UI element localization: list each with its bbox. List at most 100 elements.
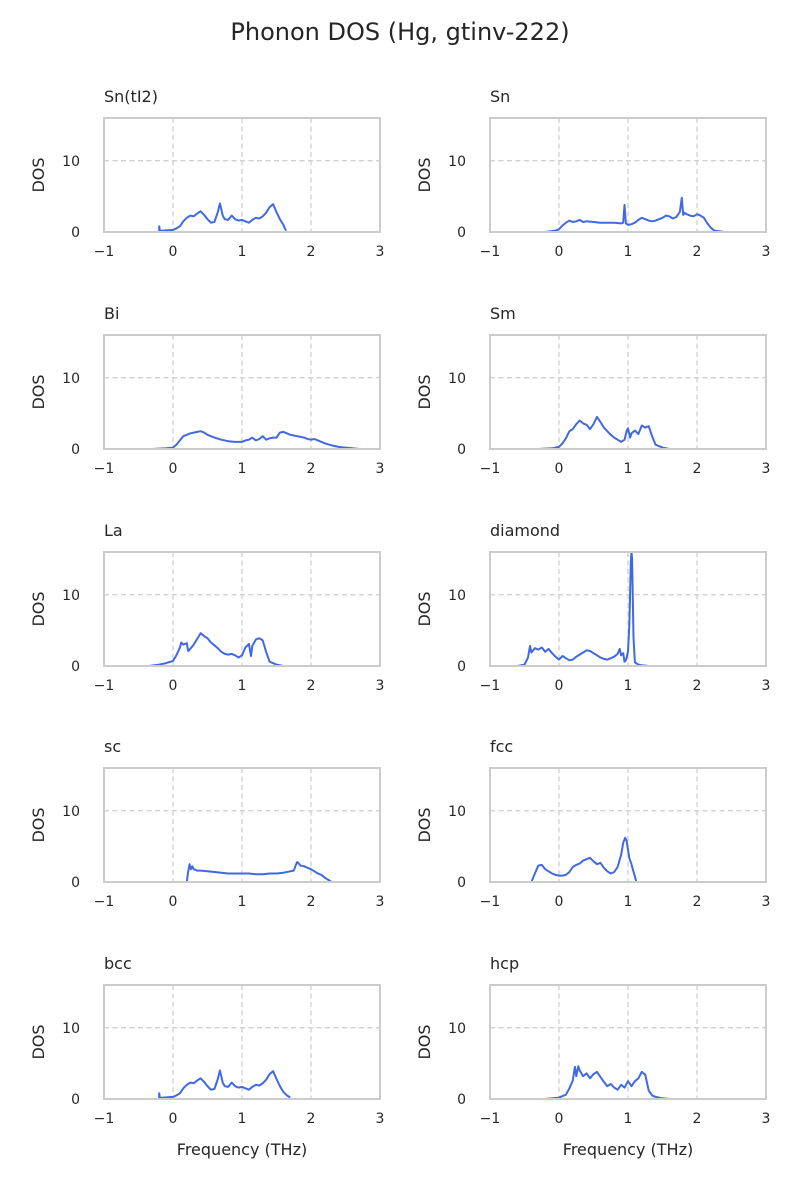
x-tick-label: 3: [376, 1111, 385, 1127]
y-tick-label: 0: [71, 659, 80, 675]
y-tick-label: 0: [71, 875, 80, 891]
axes-frame: [489, 117, 767, 233]
y-tick-label: 10: [448, 804, 466, 820]
x-tick-label: 3: [762, 1111, 771, 1127]
subplot-title: sc: [104, 737, 121, 756]
y-axis-label: DOS: [415, 374, 434, 409]
axes-frame: [103, 767, 381, 883]
y-axis-label: DOS: [29, 591, 48, 626]
x-tick-label: 1: [238, 461, 247, 477]
x-tick-label: −1: [480, 894, 501, 910]
x-tick-label: 3: [762, 244, 771, 260]
x-tick-label: 0: [555, 678, 564, 694]
y-tick-label: 0: [457, 875, 466, 891]
axes-frame: [489, 767, 767, 883]
x-tick-label: 1: [238, 244, 247, 260]
x-axis-label: Frequency (THz): [563, 1140, 693, 1159]
subplot-title: Bi: [104, 304, 119, 323]
x-tick-label: 0: [169, 1111, 178, 1127]
x-tick-label: 2: [693, 244, 702, 260]
axes-frame: [489, 334, 767, 450]
x-tick-label: 2: [307, 461, 316, 477]
axes-frame: [103, 984, 381, 1100]
y-axis-label: DOS: [415, 591, 434, 626]
axes-frame: [489, 551, 767, 667]
x-tick-label: 2: [693, 461, 702, 477]
x-tick-label: 0: [169, 678, 178, 694]
y-axis-label: DOS: [29, 374, 48, 409]
subplot-title: Sn(tI2): [104, 87, 158, 106]
y-tick-label: 10: [448, 371, 466, 387]
series-line: [538, 415, 670, 450]
y-tick-label: 0: [457, 1092, 466, 1108]
series-line: [158, 202, 288, 232]
y-tick-label: 10: [62, 371, 80, 387]
x-tick-label: 2: [307, 678, 316, 694]
y-axis-label: DOS: [29, 157, 48, 192]
y-tick-label: 10: [62, 1021, 80, 1037]
subplot-title: hcp: [490, 954, 519, 973]
series-line: [158, 1069, 291, 1099]
series-line: [545, 1065, 670, 1100]
x-tick-label: 3: [376, 894, 385, 910]
x-tick-label: −1: [94, 894, 115, 910]
series-line: [545, 196, 725, 233]
x-tick-label: 0: [169, 894, 178, 910]
x-tick-label: 3: [376, 461, 385, 477]
x-tick-label: 3: [376, 244, 385, 260]
x-tick-label: 1: [624, 461, 633, 477]
x-tick-label: 3: [762, 678, 771, 694]
x-tick-label: 1: [624, 678, 633, 694]
axes-frame: [103, 117, 381, 233]
y-axis-label: DOS: [415, 1024, 434, 1059]
x-tick-label: 0: [555, 894, 564, 910]
x-tick-label: 3: [376, 678, 385, 694]
y-tick-label: 10: [448, 154, 466, 170]
series-line: [148, 632, 284, 667]
subplot-title: Sn: [490, 87, 510, 106]
y-tick-label: 0: [457, 225, 466, 241]
series-line: [185, 861, 333, 883]
x-tick-label: −1: [94, 678, 115, 694]
axes-frame: [489, 984, 767, 1100]
x-tick-label: 2: [693, 678, 702, 694]
x-tick-label: 0: [555, 244, 564, 260]
y-tick-label: 0: [457, 659, 466, 675]
subplot-title: diamond: [490, 521, 560, 540]
y-tick-label: 10: [448, 588, 466, 604]
x-axis-label: Frequency (THz): [177, 1140, 307, 1159]
x-tick-label: 3: [762, 461, 771, 477]
x-tick-label: 1: [238, 1111, 247, 1127]
series-line: [152, 430, 360, 450]
subplot-title: Sm: [490, 304, 516, 323]
subplot-title: bcc: [104, 954, 132, 973]
y-axis-label: DOS: [415, 807, 434, 842]
x-tick-label: −1: [480, 1111, 501, 1127]
x-tick-label: 2: [693, 894, 702, 910]
y-tick-label: 10: [62, 154, 80, 170]
x-tick-label: −1: [94, 1111, 115, 1127]
x-tick-label: 0: [169, 461, 178, 477]
x-tick-label: 1: [624, 1111, 633, 1127]
x-tick-label: 1: [238, 894, 247, 910]
axes-frame: [103, 551, 381, 667]
x-tick-label: 1: [238, 678, 247, 694]
y-axis-label: DOS: [29, 1024, 48, 1059]
x-tick-label: 3: [762, 894, 771, 910]
series-line: [530, 836, 638, 883]
x-tick-label: 0: [555, 1111, 564, 1127]
x-tick-label: −1: [94, 244, 115, 260]
x-tick-label: −1: [480, 244, 501, 260]
y-tick-label: 0: [457, 442, 466, 458]
y-axis-label: DOS: [29, 807, 48, 842]
x-tick-label: −1: [94, 461, 115, 477]
figure-title: Phonon DOS (Hg, gtinv-222): [230, 18, 570, 46]
y-tick-label: 0: [71, 1092, 80, 1108]
x-tick-label: 0: [555, 461, 564, 477]
x-tick-label: 0: [169, 244, 178, 260]
x-tick-label: −1: [480, 678, 501, 694]
x-tick-label: 1: [624, 244, 633, 260]
x-tick-label: 2: [693, 1111, 702, 1127]
y-tick-label: 0: [71, 442, 80, 458]
